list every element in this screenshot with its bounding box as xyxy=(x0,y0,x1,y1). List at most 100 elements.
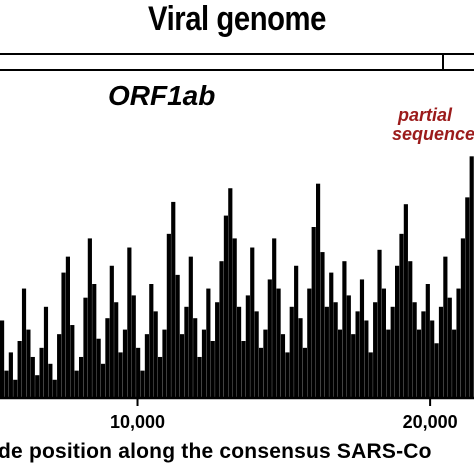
bar xyxy=(96,338,101,398)
bar xyxy=(280,334,286,398)
bar xyxy=(140,370,145,398)
bar xyxy=(311,227,316,398)
bar xyxy=(342,261,347,398)
bar xyxy=(65,256,70,398)
bar xyxy=(320,252,325,398)
bar xyxy=(57,334,62,398)
bar xyxy=(188,256,193,398)
bar xyxy=(289,306,294,398)
bar xyxy=(329,272,334,398)
bar xyxy=(162,329,167,398)
bar xyxy=(232,238,237,398)
bar xyxy=(193,318,198,398)
bar xyxy=(83,297,88,398)
bar xyxy=(386,329,391,398)
bar xyxy=(412,302,417,398)
bar xyxy=(149,284,154,398)
bar xyxy=(61,272,66,398)
bar xyxy=(158,356,163,398)
bar xyxy=(228,188,233,398)
bar xyxy=(215,302,220,398)
bar xyxy=(100,363,106,398)
bar xyxy=(267,279,272,398)
bar xyxy=(13,379,18,398)
bar xyxy=(272,238,277,398)
bar xyxy=(377,249,382,398)
genome-bar-rect xyxy=(0,53,474,71)
bar xyxy=(210,341,215,398)
bar xyxy=(153,311,158,398)
bar xyxy=(30,356,35,398)
bar xyxy=(399,233,404,398)
bar xyxy=(136,347,141,398)
bar xyxy=(39,347,44,398)
bar xyxy=(364,320,369,398)
bar xyxy=(131,295,136,398)
sequence-label: sequence xyxy=(392,124,474,144)
bar xyxy=(4,370,9,398)
bar xyxy=(179,334,185,398)
bar xyxy=(127,247,132,398)
bar xyxy=(421,311,426,398)
bar xyxy=(263,329,268,398)
bar xyxy=(171,201,176,398)
x-tick-label: 20,000 xyxy=(403,412,458,432)
bar xyxy=(285,352,290,398)
bar xyxy=(381,288,386,398)
bar xyxy=(425,284,430,398)
bar xyxy=(118,352,123,398)
bar xyxy=(359,279,365,398)
bar xyxy=(351,334,356,398)
bar xyxy=(74,370,79,398)
bar xyxy=(0,320,5,398)
orf1ab-label: ORF1ab xyxy=(108,80,216,111)
bar xyxy=(122,329,128,398)
bar xyxy=(184,306,189,398)
bar xyxy=(166,233,171,398)
bar xyxy=(105,318,110,398)
bar xyxy=(298,318,303,398)
bar xyxy=(403,204,408,398)
bar xyxy=(109,265,114,398)
bar xyxy=(254,311,259,398)
bar xyxy=(307,288,312,398)
bar xyxy=(447,297,452,398)
bar xyxy=(8,352,13,398)
partial-label: partial xyxy=(398,105,453,125)
bar xyxy=(43,306,49,398)
bar xyxy=(346,295,351,398)
bar xyxy=(48,363,53,398)
bar xyxy=(368,352,373,398)
bar xyxy=(206,288,211,398)
bar xyxy=(469,156,474,398)
bar xyxy=(241,341,246,398)
bar xyxy=(465,197,470,398)
bar xyxy=(35,375,40,398)
bar xyxy=(219,261,224,398)
bar xyxy=(79,356,84,398)
bar xyxy=(438,306,444,398)
genome-bar xyxy=(0,53,474,71)
bar xyxy=(237,306,242,398)
bar xyxy=(276,288,281,398)
bar xyxy=(26,329,31,398)
bar xyxy=(87,238,92,398)
bar xyxy=(201,329,207,398)
bar xyxy=(250,247,255,398)
bar xyxy=(456,288,461,398)
bar xyxy=(443,256,448,398)
bar xyxy=(373,302,378,398)
bar xyxy=(408,261,413,398)
bar xyxy=(355,311,360,398)
bar xyxy=(395,265,400,398)
bars-group xyxy=(0,156,474,398)
bar xyxy=(337,329,343,398)
bar xyxy=(92,284,97,398)
bar xyxy=(223,215,228,398)
x-tick-label: 10,000 xyxy=(110,412,165,432)
bar xyxy=(175,274,180,398)
x-axis-label: de position along the consensus SARS-Co xyxy=(0,440,432,463)
bar xyxy=(416,329,422,398)
bar xyxy=(434,343,439,398)
